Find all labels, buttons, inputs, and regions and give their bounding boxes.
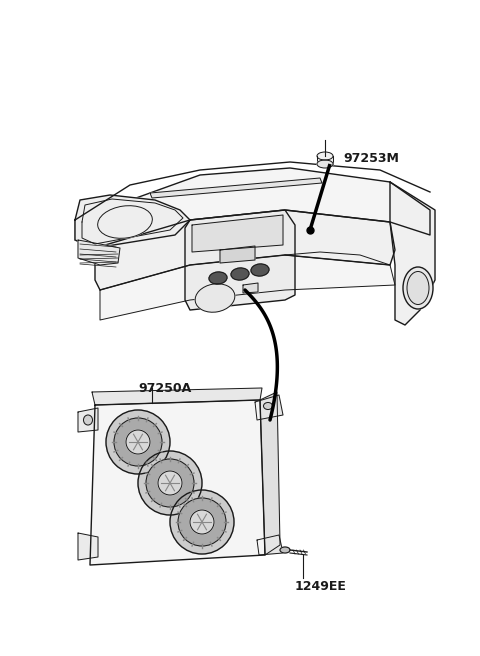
Ellipse shape <box>158 471 182 495</box>
Ellipse shape <box>317 160 333 168</box>
Polygon shape <box>220 246 255 263</box>
Polygon shape <box>243 283 258 293</box>
Ellipse shape <box>178 498 226 546</box>
Text: 97250A: 97250A <box>138 382 191 395</box>
Polygon shape <box>75 168 430 248</box>
Text: 1249EE: 1249EE <box>295 580 347 593</box>
Ellipse shape <box>317 152 333 160</box>
Polygon shape <box>257 535 283 555</box>
Polygon shape <box>78 408 98 432</box>
Polygon shape <box>92 388 262 405</box>
Ellipse shape <box>84 415 93 425</box>
Polygon shape <box>390 182 435 325</box>
Polygon shape <box>260 392 280 555</box>
Ellipse shape <box>97 206 152 238</box>
Ellipse shape <box>407 272 429 304</box>
Ellipse shape <box>195 284 235 312</box>
Polygon shape <box>192 215 283 252</box>
Ellipse shape <box>403 267 433 309</box>
Ellipse shape <box>146 459 194 507</box>
Ellipse shape <box>190 510 214 534</box>
Polygon shape <box>317 156 333 164</box>
Polygon shape <box>95 210 395 290</box>
Ellipse shape <box>280 547 290 553</box>
Text: 97253M: 97253M <box>343 152 399 165</box>
Ellipse shape <box>114 418 162 466</box>
Ellipse shape <box>209 272 227 284</box>
Polygon shape <box>90 400 265 565</box>
Polygon shape <box>255 395 283 420</box>
Polygon shape <box>150 178 322 198</box>
Polygon shape <box>78 240 120 265</box>
Ellipse shape <box>126 430 150 454</box>
Ellipse shape <box>138 451 202 515</box>
Ellipse shape <box>170 490 234 554</box>
Polygon shape <box>100 255 395 320</box>
Polygon shape <box>78 533 98 560</box>
Ellipse shape <box>231 268 249 280</box>
Polygon shape <box>75 195 190 248</box>
Ellipse shape <box>264 403 273 409</box>
Polygon shape <box>185 210 295 310</box>
Ellipse shape <box>251 264 269 276</box>
Ellipse shape <box>106 410 170 474</box>
